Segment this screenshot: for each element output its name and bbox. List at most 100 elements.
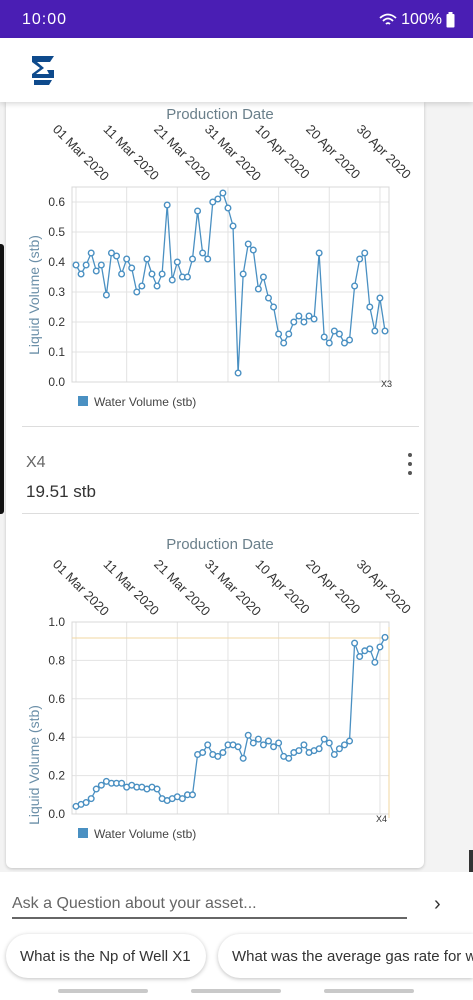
data-point[interactable] [376,643,384,651]
data-point[interactable] [204,741,212,749]
data-point[interactable] [102,291,110,299]
more-options-icon[interactable] [406,453,414,475]
data-point[interactable] [249,246,257,254]
data-point[interactable] [330,750,338,758]
scrollbar-thumb[interactable] [469,850,473,872]
data-point[interactable] [259,741,267,749]
data-point[interactable] [97,261,105,269]
data-point[interactable] [244,240,252,248]
data-point[interactable] [113,252,121,260]
data-point[interactable] [118,779,126,787]
data-point[interactable] [168,276,176,284]
suggestion-chip[interactable]: What was the average gas rate for w [218,934,473,978]
data-point[interactable] [229,222,237,230]
data-point[interactable] [239,270,247,278]
data-point[interactable] [285,330,293,338]
data-point[interactable] [97,781,105,789]
data-point[interactable] [82,798,90,806]
ask-field[interactable] [12,895,407,919]
data-point[interactable] [148,270,156,278]
ask-input[interactable] [12,895,407,913]
data-point[interactable] [356,653,364,661]
data-point[interactable] [275,330,283,338]
data-point[interactable] [158,270,166,278]
data-point[interactable] [219,189,227,197]
data-point[interactable] [351,282,359,290]
data-point[interactable] [107,249,115,257]
data-point[interactable] [234,369,242,377]
data-point[interactable] [138,282,146,290]
data-point[interactable] [340,741,348,749]
data-point[interactable] [325,739,333,747]
data-point[interactable] [351,639,359,647]
data-point[interactable] [290,318,298,326]
content-area[interactable]: Production Date 01 Mar 2020 11 Mar 2020 21… [0,102,473,872]
data-point[interactable] [82,261,90,269]
data-point[interactable] [249,739,257,747]
data-point[interactable] [199,249,207,257]
nav-back-handle[interactable] [58,989,148,993]
data-point[interactable] [72,261,80,269]
data-point[interactable] [270,303,278,311]
data-point[interactable] [209,198,217,206]
data-point[interactable] [366,645,374,653]
data-point[interactable] [254,285,262,293]
data-point[interactable] [320,735,328,743]
nav-home-handle[interactable] [191,989,281,993]
data-point[interactable] [310,315,318,323]
data-point[interactable] [214,195,222,203]
data-point[interactable] [239,754,247,762]
data-point[interactable] [92,785,100,793]
data-point[interactable] [183,273,191,281]
data-point[interactable] [320,333,328,341]
data-point[interactable] [280,339,288,347]
data-point[interactable] [300,741,308,749]
data-point[interactable] [305,312,313,320]
data-point[interactable] [123,255,131,263]
data-point[interactable] [295,312,303,320]
data-point[interactable] [371,658,379,666]
data-point[interactable] [340,339,348,347]
data-point[interactable] [87,795,95,803]
data-point[interactable] [133,288,141,296]
data-point[interactable] [128,264,136,272]
data-point[interactable] [254,735,262,743]
data-point[interactable] [199,749,207,757]
data-point[interactable] [376,294,384,302]
suggestion-chip[interactable]: What is the Np of Well X1 [6,934,206,978]
app-logo-icon[interactable] [28,52,58,88]
data-point[interactable] [335,330,343,338]
data-point[interactable] [275,739,283,747]
data-point[interactable] [194,207,202,215]
data-point[interactable] [330,327,338,335]
data-point[interactable] [315,249,323,257]
data-point[interactable] [219,749,227,757]
data-point[interactable] [381,327,389,335]
data-point[interactable] [153,282,161,290]
data-point[interactable] [87,249,95,257]
nav-recents-handle[interactable] [324,989,414,993]
data-point[interactable] [381,633,389,641]
data-point[interactable] [264,737,272,745]
data-point[interactable] [173,258,181,266]
data-point[interactable] [234,743,242,751]
data-point[interactable] [356,255,364,263]
data-point[interactable] [204,255,212,263]
data-point[interactable] [224,204,232,212]
data-point[interactable] [189,791,197,799]
data-point[interactable] [259,273,267,281]
data-point[interactable] [335,745,343,753]
send-chevron-icon[interactable]: › [434,893,441,915]
data-point[interactable] [214,752,222,760]
data-point[interactable] [264,294,272,302]
data-point[interactable] [371,327,379,335]
data-point[interactable] [244,731,252,739]
data-point[interactable] [143,255,151,263]
data-point[interactable] [346,737,354,745]
data-point[interactable] [346,336,354,344]
data-point[interactable] [163,201,171,209]
data-point[interactable] [118,270,126,278]
data-point[interactable] [361,249,369,257]
